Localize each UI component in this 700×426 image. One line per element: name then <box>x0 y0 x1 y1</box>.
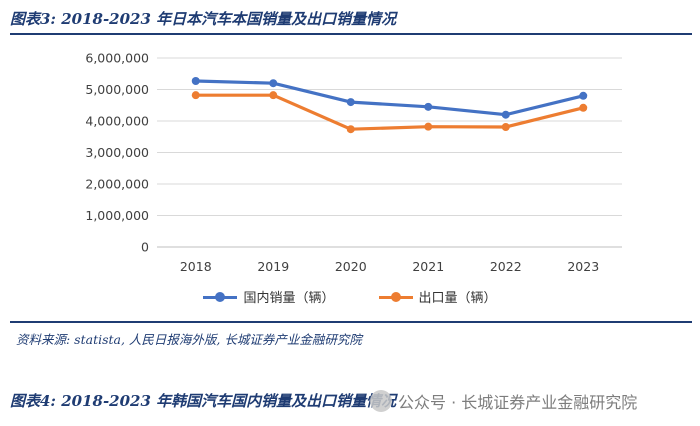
data-point-1-1 <box>269 91 278 100</box>
x-axis-ticks: 2018 2019 2020 2021 2022 2023 <box>180 259 599 274</box>
data-point-1-0 <box>191 91 200 100</box>
legend-label-export: 出口量（辆） <box>418 291 497 306</box>
wechat-icon <box>370 390 392 412</box>
data-point-1-3 <box>424 122 433 131</box>
legend-label-domestic: 国内销量（辆） <box>243 291 335 306</box>
series-layer <box>191 76 588 134</box>
y-tick-label: 1,000,000 <box>85 208 149 223</box>
legend-swatch-domestic <box>203 291 238 303</box>
x-tick-label: 2020 <box>335 259 367 274</box>
y-tick-label: 3,000,000 <box>85 145 149 160</box>
source-note: 资料来源: statista, 人民日报海外版, 长城证券产业金融研究院 <box>16 332 362 347</box>
x-tick-label: 2018 <box>180 259 212 274</box>
data-point-0-2 <box>346 98 355 107</box>
x-tick-label: 2021 <box>412 259 444 274</box>
x-tick-label: 2022 <box>490 259 522 274</box>
line-chart: 0 1,000,000 2,000,000 3,000,000 4,000,000 5,0… <box>85 51 622 274</box>
y-tick-label: 6,000,000 <box>85 51 149 66</box>
title-rule <box>10 33 692 35</box>
source-rule <box>10 321 692 323</box>
x-tick-label: 2023 <box>567 259 599 274</box>
grid-layer <box>157 57 622 248</box>
y-tick-label: 5,000,000 <box>85 82 149 97</box>
series-line-1 <box>194 93 585 131</box>
data-point-0-3 <box>424 102 433 111</box>
watermark: 公众号 · 长城证券产业金融研究院 <box>370 389 637 413</box>
next-figure-title: 图表4: 2018-2023 年韩国汽车国内销量及出口销量情况 <box>10 392 397 410</box>
data-point-0-0 <box>191 76 200 85</box>
data-point-1-4 <box>501 122 510 131</box>
legend-item-export: 出口量（辆） <box>378 287 497 306</box>
watermark-text: 公众号 · 长城证券产业金融研究院 <box>398 393 638 412</box>
data-point-0-4 <box>501 110 510 119</box>
legend-swatch-export <box>378 291 413 303</box>
y-tick-label: 4,000,000 <box>85 114 149 129</box>
data-point-0-5 <box>579 91 588 100</box>
y-tick-label: 0 <box>141 240 149 255</box>
data-point-0-1 <box>269 79 278 88</box>
data-point-1-5 <box>579 103 588 112</box>
x-tick-label: 2019 <box>257 259 289 274</box>
legend-item-domestic: 国内销量（辆） <box>203 287 335 306</box>
y-axis-ticks: 0 1,000,000 2,000,000 3,000,000 4,000,000 5,0… <box>85 51 149 255</box>
y-tick-label: 2,000,000 <box>85 177 149 192</box>
data-point-1-2 <box>346 125 355 134</box>
chart-legend: 国内销量（辆） 出口量（辆） <box>0 287 700 306</box>
figure-title: 图表3: 2018-2023 年日本汽车本国销量及出口销量情况 <box>10 10 397 28</box>
series-line-0 <box>194 79 585 117</box>
